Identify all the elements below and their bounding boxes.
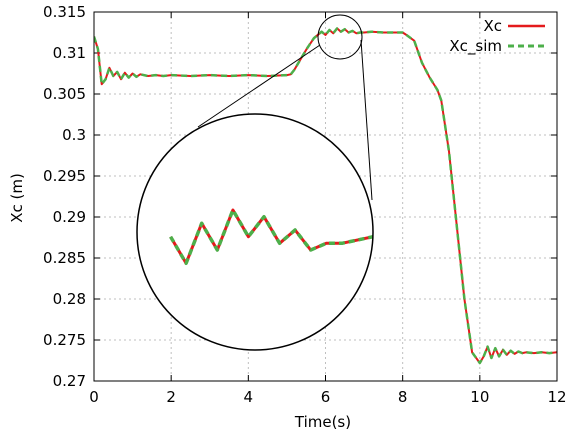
zoom-inset-background xyxy=(137,114,373,350)
x-tick-label: 10 xyxy=(470,388,489,406)
y-axis-label: Xc (m) xyxy=(8,173,26,223)
y-tick-label: 0.3 xyxy=(62,126,86,144)
y-tick-label: 0.27 xyxy=(53,372,86,390)
legend-label: Xc xyxy=(483,17,502,35)
y-tick-label: 0.28 xyxy=(53,290,86,308)
inset-series-line-xc-sim xyxy=(169,208,373,266)
x-tick-label: 8 xyxy=(398,388,408,406)
y-tick-label: 0.295 xyxy=(43,167,86,185)
x-tick-label: 4 xyxy=(244,388,254,406)
legend-label: Xc_sim xyxy=(449,37,502,56)
y-tick-label: 0.285 xyxy=(43,249,86,267)
legend: Xc Xc_sim xyxy=(449,17,545,56)
x-tick-label: 0 xyxy=(89,388,99,406)
zoom-inset-circle xyxy=(136,113,374,351)
series-line-xc xyxy=(94,27,557,364)
x-tick-label: 6 xyxy=(321,388,331,406)
inset-series-lines xyxy=(169,208,373,266)
series-lines xyxy=(94,27,557,365)
zoom-connector-right xyxy=(360,39,373,201)
zoom-source-circle xyxy=(317,14,363,60)
x-axis-label: Time(s) xyxy=(294,413,351,431)
y-tick-label: 0.31 xyxy=(53,44,86,62)
y-tick-label: 0.305 xyxy=(43,85,86,103)
y-tick-label: 0.315 xyxy=(43,3,86,21)
plot-border xyxy=(93,11,558,382)
x-tick-label: 2 xyxy=(166,388,176,406)
tick-labels: 0 2 4 6 8 10 120.270.2750.280.2850.290.2950.30… xyxy=(43,3,567,406)
zoom-connector-left xyxy=(197,44,321,128)
y-tick-label: 0.275 xyxy=(43,331,86,349)
y-tick-label: 0.29 xyxy=(53,208,86,226)
x-tick-label: 12 xyxy=(547,388,566,406)
